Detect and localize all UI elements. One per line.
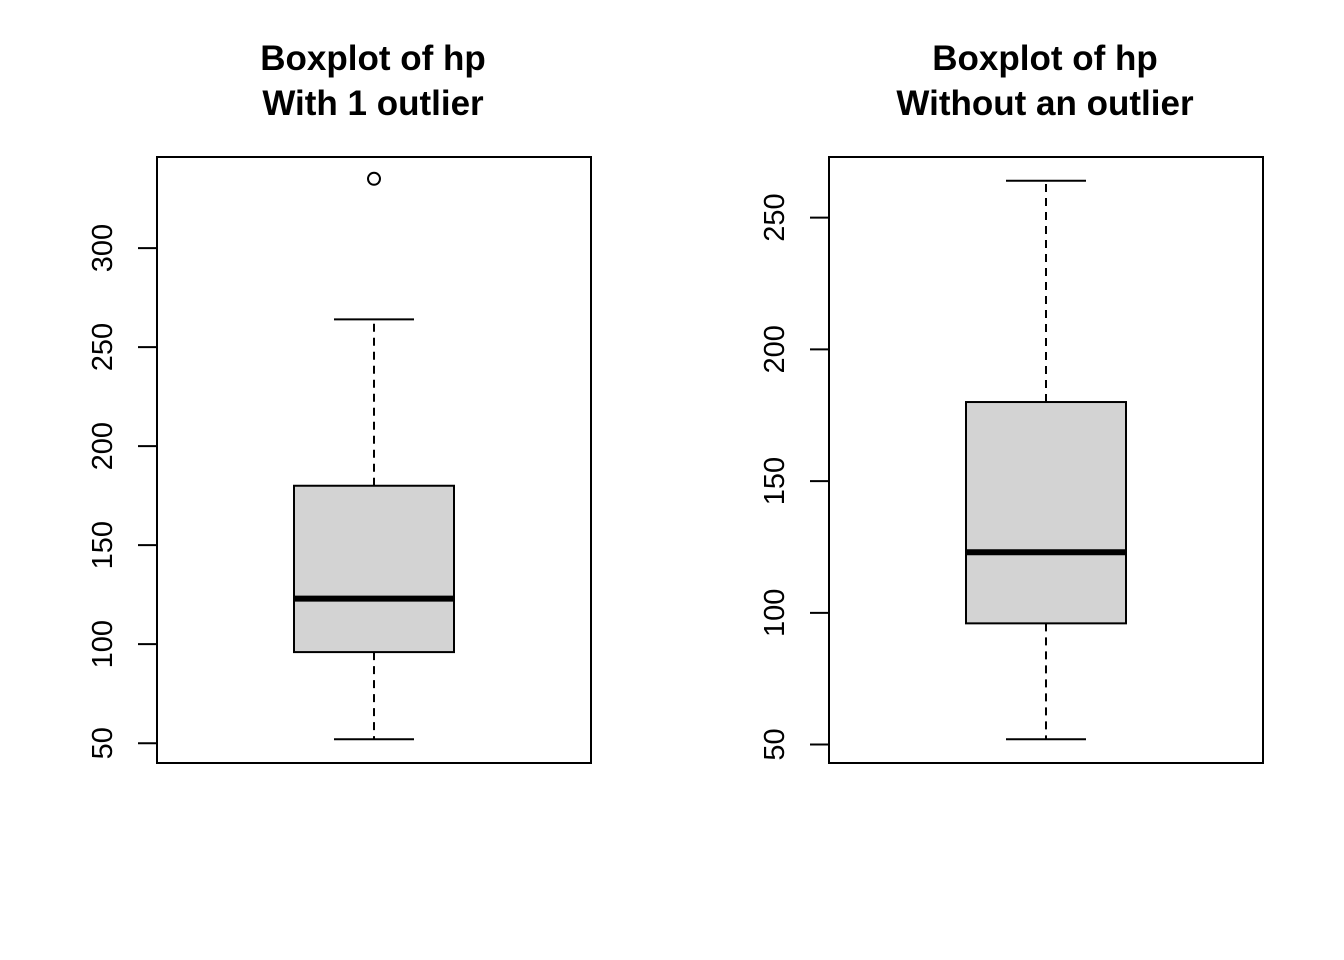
boxplot-chart-without-outlier: Boxplot of hp Without an outlier 50 100 15… xyxy=(759,39,1264,764)
chart-title: Boxplot of hp xyxy=(260,39,486,78)
y-tick-label: 50 xyxy=(87,727,119,759)
y-tick-label: 50 xyxy=(759,728,791,760)
chart-marks: 50 100 150 200 250 300 xyxy=(87,156,592,764)
boxplot-panel-with-outlier: Boxplot of hp With 1 outlier 50 100 150 200… xyxy=(87,39,592,764)
outlier-point xyxy=(367,171,381,186)
iqr-box xyxy=(293,484,455,654)
y-tick-label: 250 xyxy=(87,323,119,371)
y-tick-label: 100 xyxy=(87,620,119,668)
chart-title: Boxplot of hp xyxy=(932,39,1158,78)
y-tick-label: 100 xyxy=(759,589,791,637)
y-tick-label: 250 xyxy=(759,193,791,241)
y-tick-label: 300 xyxy=(87,224,119,272)
y-tick-label: 150 xyxy=(87,521,119,569)
chart-subtitle: Without an outlier xyxy=(896,84,1194,123)
boxplot-chart-with-outlier: Boxplot of hp With 1 outlier 50 100 150 200… xyxy=(87,39,592,764)
boxplot-panel-without-outlier: Boxplot of hp Without an outlier 50 100 15… xyxy=(672,0,1344,960)
y-tick-label: 200 xyxy=(759,325,791,373)
chart-marks: 50 100 150 200 250 xyxy=(759,156,1264,764)
iqr-box xyxy=(965,401,1127,625)
chart-subtitle: With 1 outlier xyxy=(262,84,484,123)
y-tick-label: 150 xyxy=(759,457,791,505)
y-tick-label: 200 xyxy=(87,422,119,470)
